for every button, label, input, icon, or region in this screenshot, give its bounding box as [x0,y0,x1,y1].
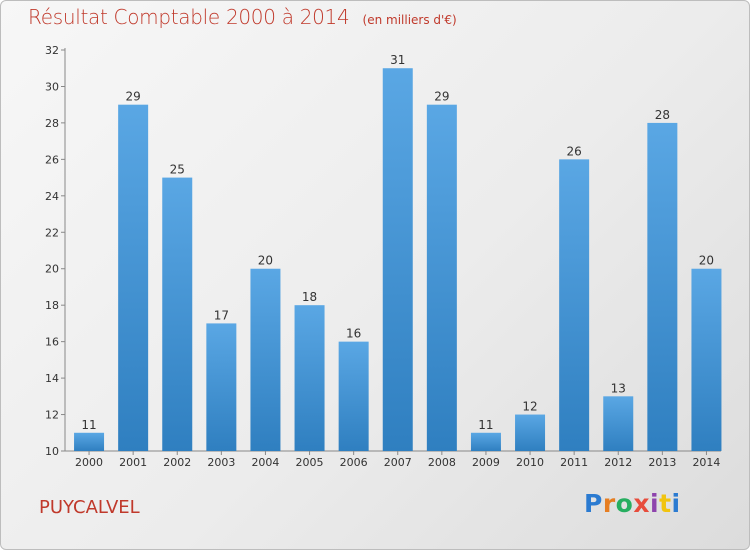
bar-2008 [426,104,457,451]
bar-2005 [294,305,325,451]
bar-value-label: 20 [258,254,273,268]
bar-value-label: 16 [346,327,361,341]
x-tick-label: 2006 [340,456,368,469]
bar-value-label: 29 [126,90,141,104]
logo-letter: i [650,489,660,518]
bar-2013 [647,122,678,451]
y-tick-label: 30 [45,80,59,93]
logo-letter: t [659,489,672,518]
x-tick-label: 2000 [75,456,103,469]
bar-2001 [118,104,149,451]
bar-2012 [603,396,634,451]
x-tick-label: 2004 [251,456,279,469]
bar-value-label: 29 [434,90,449,104]
bar-value-label: 18 [302,290,317,304]
bar-2009 [470,432,501,451]
y-tick-label: 16 [45,336,59,349]
x-tick-label: 2011 [560,456,588,469]
y-tick-label: 12 [45,409,59,422]
y-tick-label: 24 [45,190,59,203]
x-tick-label: 2005 [296,456,324,469]
bar-2003 [206,323,237,451]
logo-letter: o [615,489,634,518]
bar-value-label: 11 [81,418,96,432]
logo-letter: r [602,489,616,518]
bar-value-label: 25 [170,163,185,177]
proxiti-logo: Proxiti [584,489,681,518]
y-tick-label: 26 [45,153,59,166]
bar-2007 [382,68,413,452]
chart-unit: (en milliers d'€) [362,13,457,27]
y-tick-label: 32 [45,44,59,57]
y-tick-label: 10 [45,445,59,458]
bar-value-label: 28 [655,108,670,122]
x-tick-label: 2007 [384,456,412,469]
logo-letter: x [633,489,650,518]
bar-value-label: 26 [567,144,582,158]
chart-title-main: Résultat Comptable 2000 à 2014 [28,5,350,29]
chart-labels: 2000 11 2001 29 2002 25 2003 17 2004 20 2005 18 2006… [75,53,720,469]
x-tick-label: 2003 [207,456,235,469]
chart-axes: 10 12 14 16 18 20 22 24 26 28 30 32 [45,44,721,458]
logo-letter: P [584,489,603,518]
bar-2006 [338,341,369,451]
bar-2000 [74,432,105,451]
x-tick-label: 2008 [428,456,456,469]
chart-title: Résultat Comptable 2000 à 2014 (en milli… [28,5,457,29]
bar-value-label: 13 [611,381,626,395]
bar-value-label: 12 [522,400,537,414]
bar-2014 [691,268,722,451]
bar-2002 [162,177,193,451]
bar-2004 [250,268,281,451]
bar-value-label: 11 [478,418,493,432]
x-tick-label: 2013 [648,456,676,469]
bar-2011 [559,159,590,451]
x-tick-label: 2002 [163,456,191,469]
x-tick-label: 2001 [119,456,147,469]
y-tick-label: 18 [45,299,59,312]
bar-2010 [515,414,546,451]
y-tick-label: 28 [45,117,59,130]
y-tick-label: 22 [45,226,59,239]
chart-bars [74,68,722,452]
logo-letter: i [671,489,681,518]
y-tick-label: 14 [45,372,59,385]
x-tick-label: 2014 [692,456,720,469]
commune-name: PUYCALVEL [39,497,140,518]
bar-value-label: 20 [699,254,714,268]
x-tick-label: 2010 [516,456,544,469]
bar-value-label: 31 [390,53,405,67]
x-tick-label: 2009 [472,456,500,469]
y-tick-label: 20 [45,263,59,276]
bar-value-label: 17 [214,308,229,322]
x-tick-label: 2012 [604,456,632,469]
